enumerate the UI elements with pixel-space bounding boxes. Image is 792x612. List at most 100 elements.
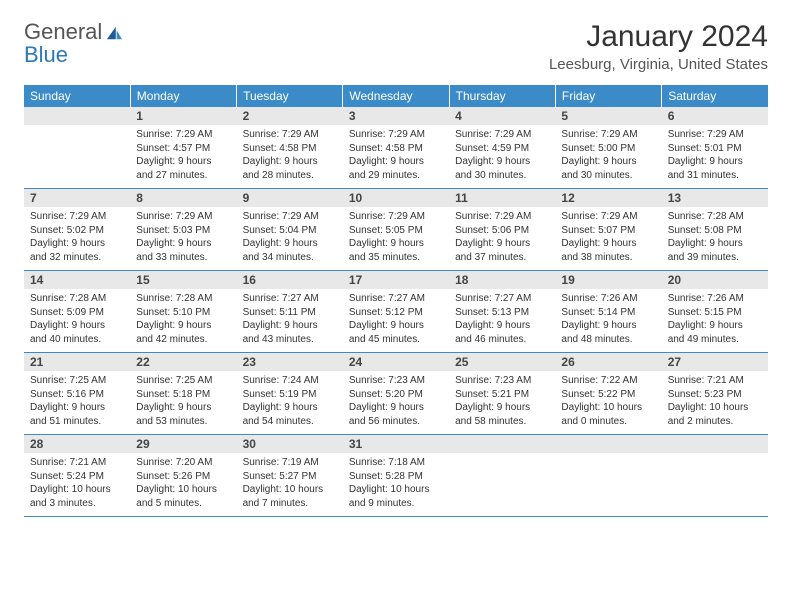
day-number: 15 xyxy=(130,271,236,289)
dow-thursday: Thursday xyxy=(449,85,555,107)
dow-sunday: Sunday xyxy=(24,85,130,107)
title-block: January 2024 Leesburg, Virginia, United … xyxy=(549,20,768,73)
calendar-cell: 1Sunrise: 7:29 AMSunset: 4:57 PMDaylight… xyxy=(130,107,236,189)
day-body: Sunrise: 7:29 AMSunset: 5:01 PMDaylight:… xyxy=(662,125,768,188)
calendar-cell: 26Sunrise: 7:22 AMSunset: 5:22 PMDayligh… xyxy=(555,353,661,435)
day-number: 3 xyxy=(343,107,449,125)
day-body: Sunrise: 7:29 AMSunset: 5:04 PMDaylight:… xyxy=(237,207,343,270)
day-number: 5 xyxy=(555,107,661,125)
calendar-cell: 25Sunrise: 7:23 AMSunset: 5:21 PMDayligh… xyxy=(449,353,555,435)
day-number xyxy=(555,435,661,453)
day-number: 16 xyxy=(237,271,343,289)
day-body: Sunrise: 7:28 AMSunset: 5:09 PMDaylight:… xyxy=(24,289,130,352)
calendar-cell: 15Sunrise: 7:28 AMSunset: 5:10 PMDayligh… xyxy=(130,271,236,353)
calendar-cell: 30Sunrise: 7:19 AMSunset: 5:27 PMDayligh… xyxy=(237,435,343,517)
calendar-body: 1Sunrise: 7:29 AMSunset: 4:57 PMDaylight… xyxy=(24,107,768,517)
day-body: Sunrise: 7:29 AMSunset: 5:05 PMDaylight:… xyxy=(343,207,449,270)
day-number: 18 xyxy=(449,271,555,289)
day-number: 8 xyxy=(130,189,236,207)
day-body: Sunrise: 7:29 AMSunset: 4:58 PMDaylight:… xyxy=(237,125,343,188)
day-number: 13 xyxy=(662,189,768,207)
day-body: Sunrise: 7:19 AMSunset: 5:27 PMDaylight:… xyxy=(237,453,343,516)
day-body: Sunrise: 7:29 AMSunset: 5:06 PMDaylight:… xyxy=(449,207,555,270)
calendar-cell: 6Sunrise: 7:29 AMSunset: 5:01 PMDaylight… xyxy=(662,107,768,189)
day-number: 25 xyxy=(449,353,555,371)
calendar-cell: 10Sunrise: 7:29 AMSunset: 5:05 PMDayligh… xyxy=(343,189,449,271)
day-number: 24 xyxy=(343,353,449,371)
calendar-week: 14Sunrise: 7:28 AMSunset: 5:09 PMDayligh… xyxy=(24,271,768,353)
calendar-cell: 29Sunrise: 7:20 AMSunset: 5:26 PMDayligh… xyxy=(130,435,236,517)
day-body xyxy=(449,453,555,511)
calendar-cell: 3Sunrise: 7:29 AMSunset: 4:58 PMDaylight… xyxy=(343,107,449,189)
day-body: Sunrise: 7:23 AMSunset: 5:20 PMDaylight:… xyxy=(343,371,449,434)
day-number xyxy=(24,107,130,125)
day-body: Sunrise: 7:21 AMSunset: 5:23 PMDaylight:… xyxy=(662,371,768,434)
location-label: Leesburg, Virginia, United States xyxy=(549,56,768,73)
calendar-cell: 11Sunrise: 7:29 AMSunset: 5:06 PMDayligh… xyxy=(449,189,555,271)
calendar-page: GeneralBlue January 2024 Leesburg, Virgi… xyxy=(0,0,792,537)
calendar-cell: 24Sunrise: 7:23 AMSunset: 5:20 PMDayligh… xyxy=(343,353,449,435)
calendar-cell xyxy=(662,435,768,517)
calendar-table: Sunday Monday Tuesday Wednesday Thursday… xyxy=(24,85,768,517)
dow-wednesday: Wednesday xyxy=(343,85,449,107)
day-body: Sunrise: 7:26 AMSunset: 5:14 PMDaylight:… xyxy=(555,289,661,352)
calendar-cell xyxy=(449,435,555,517)
day-number: 9 xyxy=(237,189,343,207)
day-number: 20 xyxy=(662,271,768,289)
day-number: 23 xyxy=(237,353,343,371)
day-body: Sunrise: 7:27 AMSunset: 5:11 PMDaylight:… xyxy=(237,289,343,352)
dow-monday: Monday xyxy=(130,85,236,107)
calendar-cell xyxy=(555,435,661,517)
day-number: 4 xyxy=(449,107,555,125)
day-body: Sunrise: 7:29 AMSunset: 5:07 PMDaylight:… xyxy=(555,207,661,270)
day-body: Sunrise: 7:29 AMSunset: 5:03 PMDaylight:… xyxy=(130,207,236,270)
calendar-cell: 19Sunrise: 7:26 AMSunset: 5:14 PMDayligh… xyxy=(555,271,661,353)
day-of-week-row: Sunday Monday Tuesday Wednesday Thursday… xyxy=(24,85,768,107)
day-body: Sunrise: 7:28 AMSunset: 5:10 PMDaylight:… xyxy=(130,289,236,352)
day-body: Sunrise: 7:25 AMSunset: 5:18 PMDaylight:… xyxy=(130,371,236,434)
day-number: 1 xyxy=(130,107,236,125)
day-body: Sunrise: 7:22 AMSunset: 5:22 PMDaylight:… xyxy=(555,371,661,434)
day-body xyxy=(555,453,661,511)
calendar-cell: 28Sunrise: 7:21 AMSunset: 5:24 PMDayligh… xyxy=(24,435,130,517)
header: GeneralBlue January 2024 Leesburg, Virgi… xyxy=(24,20,768,73)
sail-icon xyxy=(104,20,124,43)
brand-logo: GeneralBlue xyxy=(24,20,124,66)
day-body: Sunrise: 7:23 AMSunset: 5:21 PMDaylight:… xyxy=(449,371,555,434)
day-number: 26 xyxy=(555,353,661,371)
day-body: Sunrise: 7:24 AMSunset: 5:19 PMDaylight:… xyxy=(237,371,343,434)
calendar-cell: 12Sunrise: 7:29 AMSunset: 5:07 PMDayligh… xyxy=(555,189,661,271)
calendar-cell: 5Sunrise: 7:29 AMSunset: 5:00 PMDaylight… xyxy=(555,107,661,189)
day-number: 28 xyxy=(24,435,130,453)
calendar-cell xyxy=(24,107,130,189)
calendar-week: 28Sunrise: 7:21 AMSunset: 5:24 PMDayligh… xyxy=(24,435,768,517)
calendar-week: 7Sunrise: 7:29 AMSunset: 5:02 PMDaylight… xyxy=(24,189,768,271)
day-body: Sunrise: 7:29 AMSunset: 5:00 PMDaylight:… xyxy=(555,125,661,188)
day-body: Sunrise: 7:20 AMSunset: 5:26 PMDaylight:… xyxy=(130,453,236,516)
day-number: 27 xyxy=(662,353,768,371)
day-number: 19 xyxy=(555,271,661,289)
calendar-cell: 22Sunrise: 7:25 AMSunset: 5:18 PMDayligh… xyxy=(130,353,236,435)
dow-friday: Friday xyxy=(555,85,661,107)
calendar-cell: 4Sunrise: 7:29 AMSunset: 4:59 PMDaylight… xyxy=(449,107,555,189)
day-number: 14 xyxy=(24,271,130,289)
day-body: Sunrise: 7:21 AMSunset: 5:24 PMDaylight:… xyxy=(24,453,130,516)
calendar-cell: 21Sunrise: 7:25 AMSunset: 5:16 PMDayligh… xyxy=(24,353,130,435)
calendar-cell: 17Sunrise: 7:27 AMSunset: 5:12 PMDayligh… xyxy=(343,271,449,353)
calendar-cell: 20Sunrise: 7:26 AMSunset: 5:15 PMDayligh… xyxy=(662,271,768,353)
day-body: Sunrise: 7:29 AMSunset: 4:57 PMDaylight:… xyxy=(130,125,236,188)
day-number: 12 xyxy=(555,189,661,207)
calendar-week: 21Sunrise: 7:25 AMSunset: 5:16 PMDayligh… xyxy=(24,353,768,435)
day-number: 22 xyxy=(130,353,236,371)
calendar-cell: 13Sunrise: 7:28 AMSunset: 5:08 PMDayligh… xyxy=(662,189,768,271)
day-number: 17 xyxy=(343,271,449,289)
day-number: 21 xyxy=(24,353,130,371)
calendar-cell: 14Sunrise: 7:28 AMSunset: 5:09 PMDayligh… xyxy=(24,271,130,353)
calendar-cell: 27Sunrise: 7:21 AMSunset: 5:23 PMDayligh… xyxy=(662,353,768,435)
day-body: Sunrise: 7:27 AMSunset: 5:13 PMDaylight:… xyxy=(449,289,555,352)
day-number xyxy=(662,435,768,453)
calendar-cell: 16Sunrise: 7:27 AMSunset: 5:11 PMDayligh… xyxy=(237,271,343,353)
calendar-cell: 2Sunrise: 7:29 AMSunset: 4:58 PMDaylight… xyxy=(237,107,343,189)
day-number: 11 xyxy=(449,189,555,207)
dow-tuesday: Tuesday xyxy=(237,85,343,107)
